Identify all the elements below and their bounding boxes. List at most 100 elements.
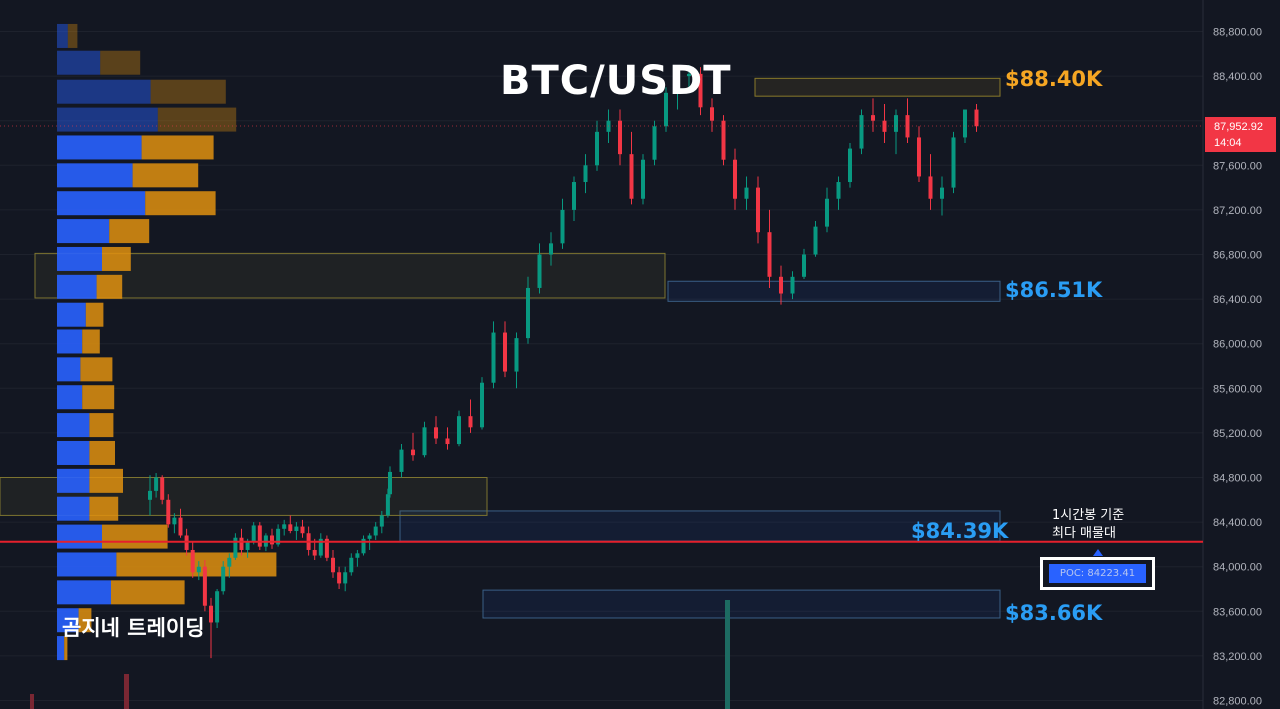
candle-body — [331, 557, 335, 573]
level-zone-support — [482, 589, 1001, 619]
y-tick-label: 82,800.00 — [1213, 696, 1262, 708]
candle-body — [385, 494, 390, 516]
candle-body — [445, 438, 450, 445]
y-tick-label: 87,200.00 — [1213, 205, 1262, 217]
vp-sell-bar — [132, 163, 199, 188]
y-tick-label: 86,400.00 — [1213, 294, 1262, 306]
y-tick-label: 84,400.00 — [1213, 517, 1262, 529]
vp-sell-bar — [96, 274, 123, 299]
candle-body — [583, 165, 588, 183]
level-zone-resistance — [754, 77, 1001, 97]
candle-body — [251, 525, 256, 543]
candle-body — [337, 572, 342, 584]
y-tick-label: 86,000.00 — [1213, 339, 1262, 351]
vp-buy-bar — [57, 636, 65, 661]
vp-buy-bar — [57, 219, 110, 244]
candle-body — [641, 159, 645, 199]
vp-buy-bar — [57, 135, 142, 160]
candle-body — [491, 332, 496, 383]
level-zone-support — [667, 280, 1001, 302]
candle-body — [324, 538, 329, 558]
vp-sell-bar — [102, 246, 131, 271]
candle-body — [940, 187, 944, 199]
vp-sell-bar — [145, 191, 216, 216]
candle-body — [733, 159, 737, 199]
candle-body — [318, 538, 323, 556]
y-tick-label: 85,200.00 — [1213, 428, 1262, 440]
candle-body — [411, 449, 415, 456]
vp-sell-bar — [89, 413, 114, 438]
vp-buy-bar — [57, 440, 90, 465]
candle-body — [221, 566, 226, 592]
vp-sell-bar — [150, 79, 226, 104]
poc-pointer — [1093, 549, 1103, 556]
candle-body — [294, 526, 299, 532]
poc-annotation-line1: 1시간봉 기준 — [1052, 508, 1125, 523]
vp-sell-bar — [102, 524, 168, 549]
candle-body — [675, 76, 680, 93]
candle-body — [373, 526, 378, 536]
level-zone-support — [399, 510, 1001, 542]
candle-body — [836, 182, 841, 199]
candle-body — [480, 382, 484, 428]
candle-body — [767, 232, 772, 277]
candle-body — [526, 287, 530, 339]
vp-buy-bar — [57, 496, 90, 521]
vp-sell-bar — [78, 608, 92, 633]
candle-body — [917, 137, 921, 177]
candle-body — [196, 566, 201, 573]
y-tick-label: 84,800.00 — [1213, 473, 1262, 485]
poc-annotation: 1시간봉 기준 최다 매물대 — [1052, 507, 1124, 543]
vp-buy-bar — [57, 413, 90, 438]
candle-body — [652, 126, 657, 160]
candle-body — [664, 92, 668, 127]
y-tick-label: 86,800.00 — [1213, 250, 1262, 262]
candle-body — [468, 416, 473, 428]
candle-body — [756, 187, 760, 233]
candle-body — [257, 525, 262, 547]
candle-body — [270, 535, 274, 545]
level-label-86-51k: $86.51K — [1005, 278, 1103, 302]
vp-sell-bar — [85, 302, 104, 327]
candle-body — [172, 517, 177, 525]
candle-body — [215, 591, 220, 623]
candle-body — [503, 332, 507, 372]
brand-label: 곰지네 트레이딩 — [62, 616, 205, 640]
candle-body — [744, 187, 749, 199]
candle-body — [160, 477, 165, 500]
candle-body — [813, 226, 818, 255]
y-tick-label: 88,800.00 — [1213, 27, 1262, 39]
candle-body — [355, 553, 360, 558]
vp-buy-bar — [57, 302, 86, 327]
y-tick-label: 84,000.00 — [1213, 562, 1262, 574]
vp-buy-bar — [57, 191, 146, 216]
candle-body — [300, 526, 305, 534]
candle-body — [388, 471, 392, 495]
vp-sell-bar — [109, 219, 150, 244]
vp-sell-bar — [82, 385, 115, 410]
candle-body — [560, 209, 565, 244]
candle-body — [698, 73, 703, 108]
candle-body — [687, 73, 691, 77]
candle-body — [288, 524, 293, 532]
candle-body — [871, 115, 875, 121]
vp-sell-bar — [89, 496, 119, 521]
candle-body — [537, 254, 542, 288]
candle-body — [276, 528, 281, 545]
candle-body — [928, 176, 933, 199]
poc-annotation-line2: 최다 매물대 — [1052, 526, 1116, 541]
y-tick-label: 87,600.00 — [1213, 160, 1262, 172]
vp-sell-bar — [82, 329, 100, 354]
vp-buy-bar — [57, 468, 90, 493]
candle-body — [629, 154, 634, 199]
candle-body — [618, 120, 622, 155]
vp-buy-bar — [57, 107, 158, 132]
candle-body — [825, 198, 829, 227]
volume-spike — [725, 600, 730, 709]
vp-buy-bar — [57, 50, 101, 75]
vp-sell-bar — [116, 552, 277, 577]
candle-body — [379, 515, 384, 527]
candle-body — [721, 120, 726, 160]
candle-countdown: 14:04 — [1214, 137, 1242, 149]
